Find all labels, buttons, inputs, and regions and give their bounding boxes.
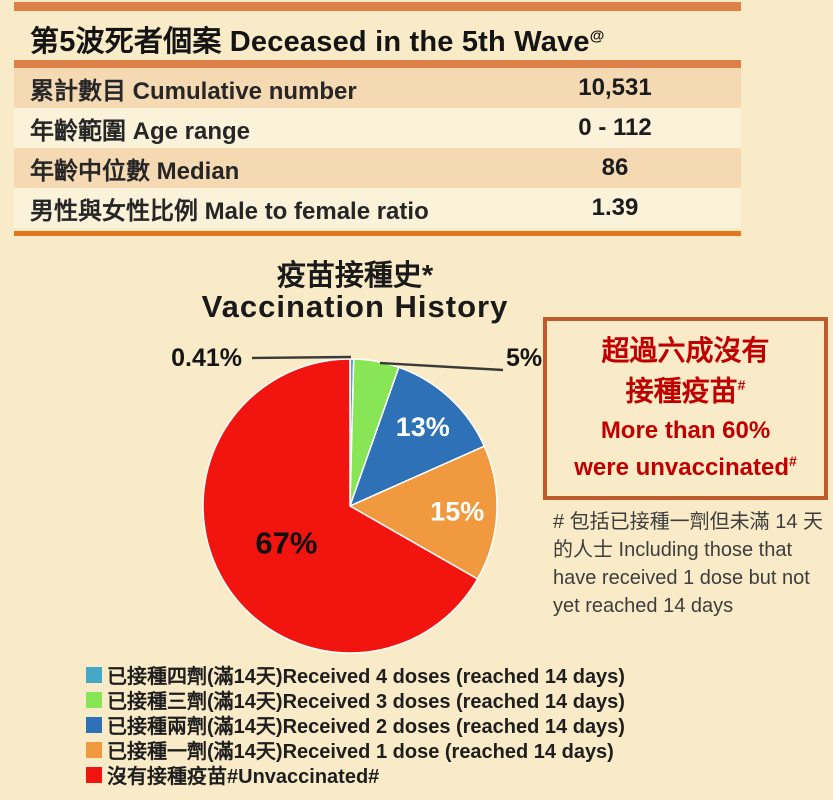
stats-table: 累計數目 Cumulative number 10,531 年齡範圍 Age r…	[14, 68, 741, 228]
table-row: 累計數目 Cumulative number 10,531	[14, 68, 741, 108]
chart-title-en: Vaccination History	[201, 289, 509, 324]
legend-label: 已接種一劑(滿14天)Received 1 dose (reached 14 d…	[107, 741, 614, 763]
legend-swatch-icon	[86, 766, 102, 783]
pie-outside-label-4doses: 0.41%	[171, 344, 242, 372]
stat-value: 0 - 112	[578, 114, 652, 141]
stat-value: 1.39	[591, 194, 639, 221]
pie-inside-label-3: 15%	[430, 496, 484, 526]
legend-item: 已接種一劑(滿14天)Received 1 dose (reached 14 d…	[86, 737, 625, 763]
stat-label: 年齡中位數 Median	[30, 157, 240, 185]
page-title-text: 第5波死者個案 Deceased in the 5th Wave	[30, 26, 590, 58]
table-row: 年齡範圍 Age range 0 - 112	[14, 108, 741, 148]
top-divider-bar	[14, 2, 741, 11]
legend-swatch-icon	[86, 716, 102, 733]
legend-label: 沒有接種疫苗#Unvaccinated#	[107, 766, 380, 788]
table-bottom-rule	[14, 231, 741, 236]
stat-label: 累計數目 Cumulative number	[30, 77, 357, 105]
legend-swatch-icon	[86, 741, 102, 758]
legend-swatch-icon	[86, 691, 102, 708]
page-title: 第5波死者個案 Deceased in the 5th Wave@	[30, 18, 750, 60]
pie-slice-4	[202, 358, 479, 654]
table-row: 男性與女性比例 Male to female ratio 1.39	[14, 188, 741, 228]
legend-item: 沒有接種疫苗#Unvaccinated#	[86, 762, 625, 788]
legend-label: 已接種四劑(滿14天)Received 4 doses (reached 14 …	[107, 666, 625, 688]
callout-en-superscript: #	[788, 453, 797, 470]
stat-label: 年齡範圍 Age range	[30, 117, 251, 145]
legend-label: 已接種兩劑(滿14天)Received 2 doses (reached 14 …	[107, 716, 625, 738]
table-row: 年齡中位數 Median 86	[14, 148, 741, 188]
legend-item: 已接種三劑(滿14天)Received 3 doses (reached 14 …	[86, 687, 625, 713]
vaccination-pie-chart: 13% 15% 67%	[202, 358, 498, 654]
pie-slice-3	[348, 445, 498, 581]
page-title-superscript: @	[589, 27, 605, 45]
legend-item: 已接種兩劑(滿14天)Received 2 doses (reached 14 …	[86, 712, 625, 738]
chart-title-zh: 疫苗接種史*	[276, 260, 434, 292]
callout-zh-line2: 接種疫苗#	[625, 375, 746, 407]
pie-outside-label-3doses: 5%	[506, 344, 543, 372]
callout-zh-line1: 超過六成沒有	[601, 335, 770, 366]
callout-zh-superscript: #	[737, 377, 746, 393]
legend-label: 已接種三劑(滿14天)Received 3 doses (reached 14 …	[107, 691, 625, 713]
footnote: # 包括已接種一劑但未滿 14 天的人士 Including those tha…	[553, 511, 824, 617]
callout-en-line1: More than 60%	[600, 417, 771, 445]
legend-item: 已接種四劑(滿14天)Received 4 doses (reached 14 …	[86, 662, 625, 688]
table-top-bar	[14, 60, 741, 68]
stat-value: 86	[601, 154, 629, 181]
pie-inside-label-2: 13%	[396, 412, 450, 442]
legend-swatch-icon	[86, 666, 102, 683]
stat-value: 10,531	[578, 74, 652, 101]
unvaccinated-callout-box: 超過六成沒有 接種疫苗# More than 60% were unvaccin…	[543, 317, 828, 500]
callout-en-line2: were unvaccinated#	[574, 453, 797, 482]
stat-label: 男性與女性比例 Male to female ratio	[30, 197, 429, 225]
pie-legend: 已接種四劑(滿14天)Received 4 doses (reached 14 …	[86, 662, 625, 788]
pie-inside-label-4: 67%	[255, 525, 317, 560]
